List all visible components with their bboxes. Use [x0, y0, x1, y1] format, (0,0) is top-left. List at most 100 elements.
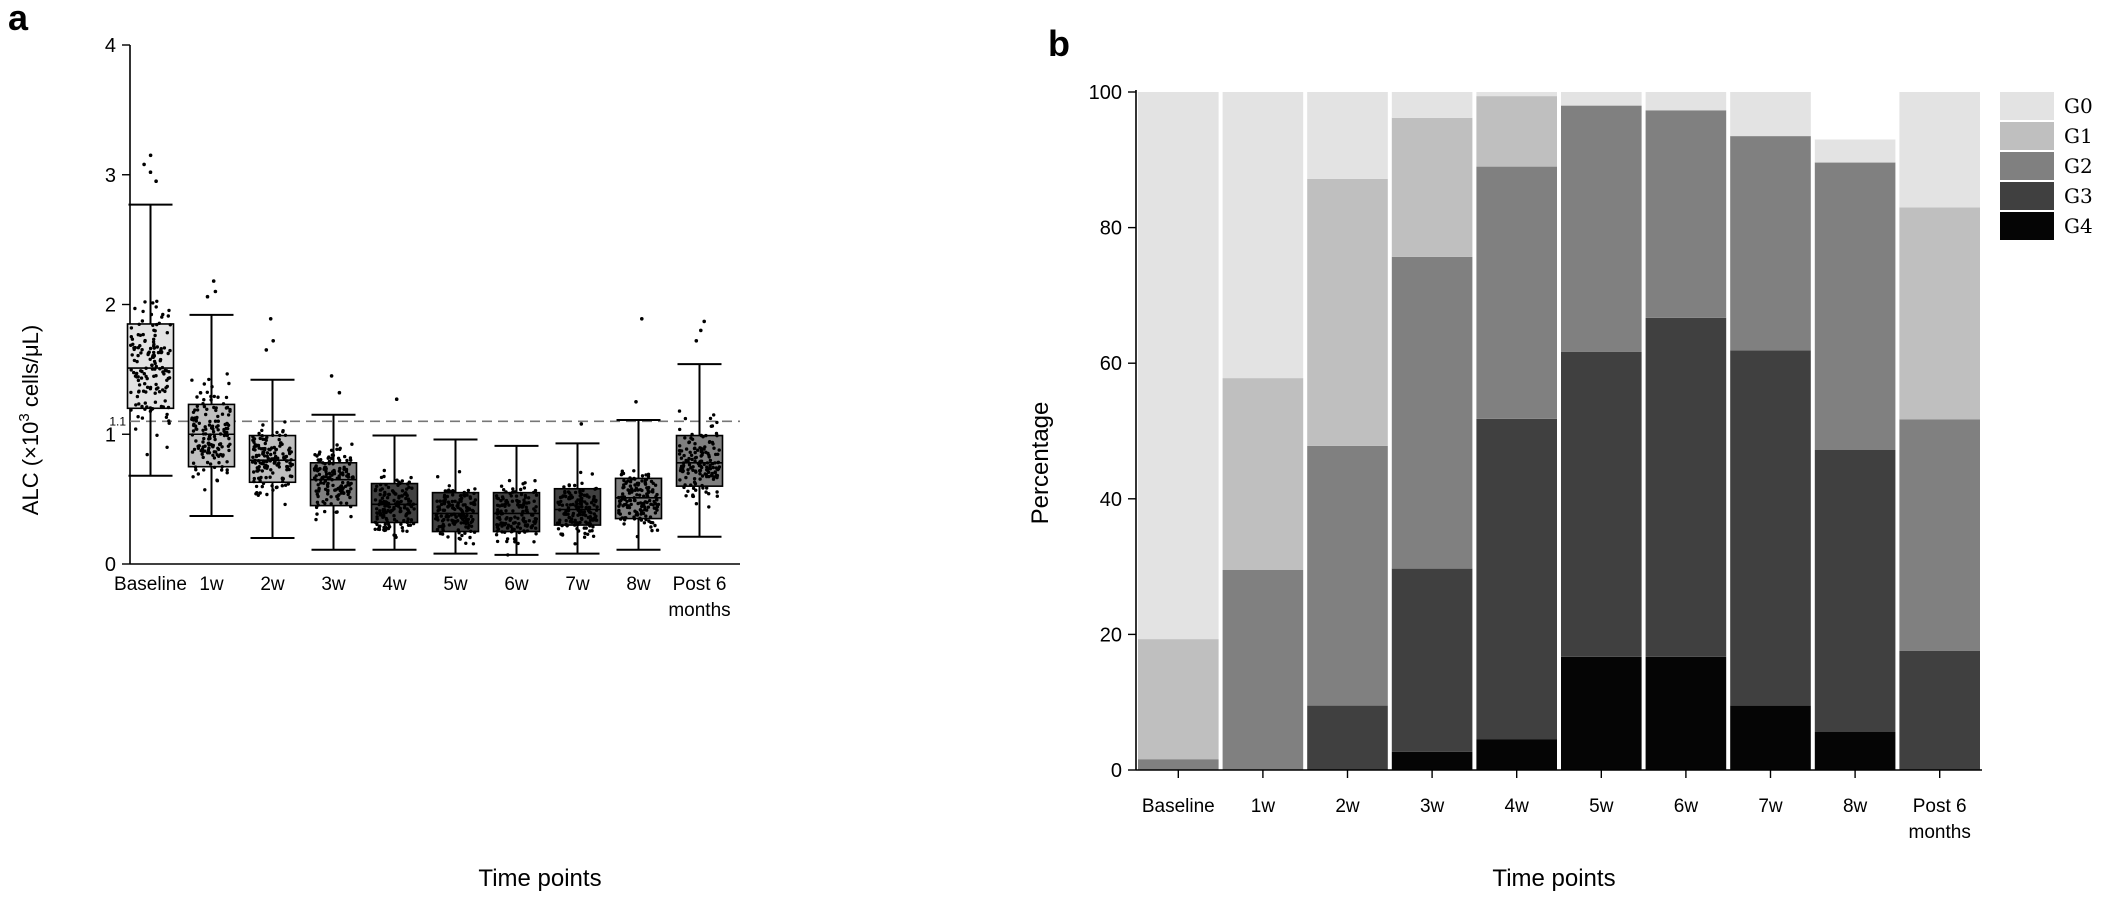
data-point [165, 445, 169, 449]
data-point [511, 509, 515, 513]
data-point [317, 472, 322, 477]
panel-a-y-tick-label: 0 [105, 554, 116, 576]
data-point [337, 469, 341, 473]
data-point [344, 501, 349, 505]
bar-segment-g0 [1138, 92, 1219, 640]
data-point [319, 478, 323, 482]
data-point [532, 499, 536, 503]
data-point [346, 472, 351, 477]
data-point [165, 384, 169, 389]
data-point [716, 460, 720, 465]
data-point [289, 450, 293, 454]
data-point [228, 407, 232, 412]
data-point [139, 351, 143, 355]
data-point [398, 509, 402, 514]
data-point [632, 517, 637, 521]
data-point [157, 321, 161, 325]
data-point [382, 468, 386, 473]
data-point [499, 484, 504, 488]
data-point [216, 414, 220, 419]
data-point [378, 501, 382, 505]
data-point [133, 306, 137, 311]
data-point [640, 502, 645, 506]
data-point [717, 448, 721, 452]
data-point [270, 484, 274, 488]
data-point [411, 521, 416, 526]
data-point [380, 496, 385, 500]
data-point [559, 499, 563, 504]
data-point [224, 431, 228, 435]
data-point [315, 500, 320, 504]
data-point [383, 522, 387, 527]
data-point [708, 467, 713, 471]
data-point [649, 520, 653, 525]
data-point [506, 553, 510, 557]
data-point [225, 471, 229, 475]
data-point [443, 497, 448, 502]
data-point [394, 492, 398, 496]
data-point [689, 453, 694, 457]
data-point [625, 499, 629, 504]
data-point [378, 509, 382, 513]
data-point [632, 469, 636, 473]
data-point [496, 508, 500, 512]
data-point [263, 446, 267, 451]
data-point [578, 489, 582, 493]
data-point [571, 502, 575, 507]
data-point [638, 488, 643, 492]
data-point [341, 480, 345, 485]
data-point [214, 406, 218, 410]
data-point [261, 459, 266, 463]
data-point [345, 458, 349, 463]
data-point [380, 487, 384, 491]
data-point [439, 514, 443, 518]
bar-segment-g3 [1814, 450, 1896, 732]
panel-a-x-tick-label: 6w [504, 574, 529, 595]
data-point [574, 500, 578, 504]
data-point [635, 534, 640, 539]
data-point [315, 492, 319, 496]
data-point [252, 470, 256, 474]
panel-a-x-tick-label: Post 6 [673, 574, 727, 595]
data-point [558, 508, 562, 512]
data-point [349, 514, 353, 519]
data-point [575, 521, 580, 525]
data-point [710, 471, 714, 476]
data-point [527, 519, 531, 523]
data-point [495, 539, 500, 544]
data-point [441, 527, 445, 531]
box-group-2 [248, 317, 297, 540]
bar-segment-g1 [1476, 96, 1557, 167]
data-point [257, 453, 261, 457]
data-point [280, 484, 284, 488]
data-point [212, 456, 217, 460]
data-point [348, 495, 352, 500]
panel-b-y-tick-label: 0 [1111, 760, 1122, 782]
data-point [568, 503, 573, 507]
data-point [260, 434, 264, 438]
panel-b-x-tick-label: 4w [1505, 796, 1530, 817]
panel-b-y-tick-label: 60 [1100, 353, 1122, 375]
data-point [225, 468, 229, 472]
data-point [133, 345, 137, 350]
data-point [451, 493, 455, 497]
data-point [409, 518, 414, 522]
bar-segment-g3 [1561, 351, 1642, 657]
data-point [570, 495, 574, 499]
data-point [257, 465, 261, 469]
data-point [467, 507, 472, 512]
data-point [508, 516, 513, 521]
data-point [495, 496, 499, 500]
data-point [453, 513, 457, 517]
panel-b-x-tick-label: months [1909, 822, 1971, 843]
data-point [313, 453, 317, 457]
data-point [649, 525, 653, 529]
data-point [707, 505, 711, 509]
data-point [470, 508, 475, 513]
data-point [140, 416, 145, 420]
data-point [585, 502, 589, 506]
data-point [344, 484, 348, 488]
panel-b-y-tick-label: 20 [1100, 624, 1122, 646]
data-point [516, 516, 520, 520]
data-point [341, 491, 346, 495]
